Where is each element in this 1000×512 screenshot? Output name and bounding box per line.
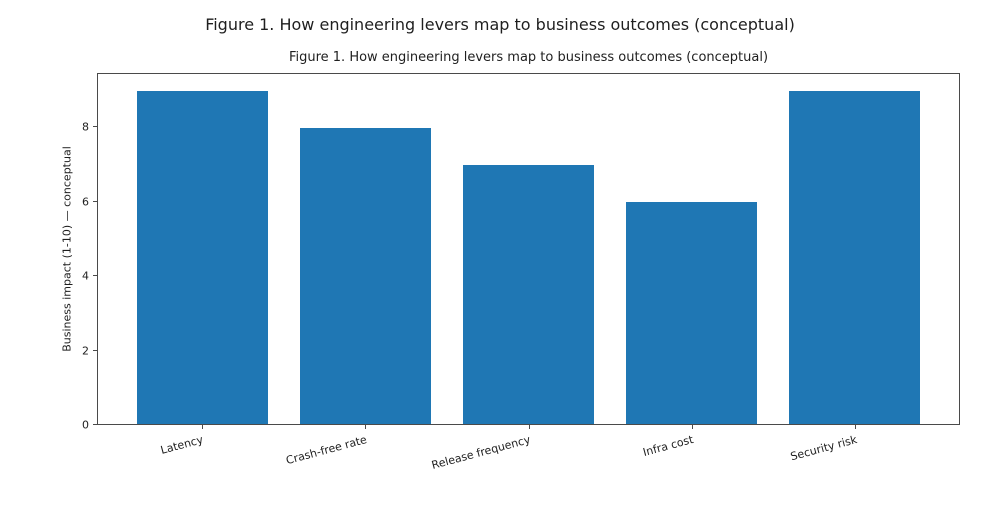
bar-latency (137, 90, 268, 424)
x-tick-mark (365, 425, 367, 429)
plot-area: 0 2 4 6 8 Latency Crash-free rate Release freq… (82, 73, 960, 472)
x-tick-mark (201, 425, 203, 429)
x-tick-label: Crash-free rate (284, 433, 369, 468)
bar-release-frequency (463, 164, 594, 424)
x-tick-label: Infra cost (641, 433, 696, 459)
y-tick-label: 2 (82, 344, 89, 358)
x-tick-mark (528, 425, 530, 429)
x-tick-mark (855, 425, 857, 429)
y-axis: 0 2 4 6 8 (82, 73, 960, 431)
x-tick-label: Release frequency (430, 433, 532, 472)
y-tick-mark (93, 349, 97, 351)
bars-container (98, 74, 959, 424)
y-tick-label: 6 (82, 195, 89, 209)
y-tick-mark (93, 200, 97, 202)
y-tick-label: 8 (82, 120, 89, 134)
y-tick-label: 4 (82, 269, 89, 283)
x-tick-label: Latency (159, 433, 205, 457)
y-axis-label: Business impact (1-10) — conceptual (60, 146, 74, 352)
bar-crash-free-rate (300, 127, 431, 424)
bar-security-risk (789, 90, 920, 424)
x-tick-label: Security risk (789, 433, 859, 464)
y-tick-mark (93, 424, 97, 425)
y-tick-mark (93, 126, 97, 128)
figure-suptitle: Figure 1. How engineering levers map to … (205, 15, 795, 34)
axes-title: Figure 1. How engineering levers map to … (288, 50, 769, 65)
x-axis: Latency Crash-free rate Release frequency I… (97, 73, 960, 472)
y-tick-mark (93, 275, 97, 277)
y-tick-label: 0 (82, 418, 89, 432)
bar-infra-cost (626, 201, 757, 424)
x-tick-mark (691, 425, 693, 429)
